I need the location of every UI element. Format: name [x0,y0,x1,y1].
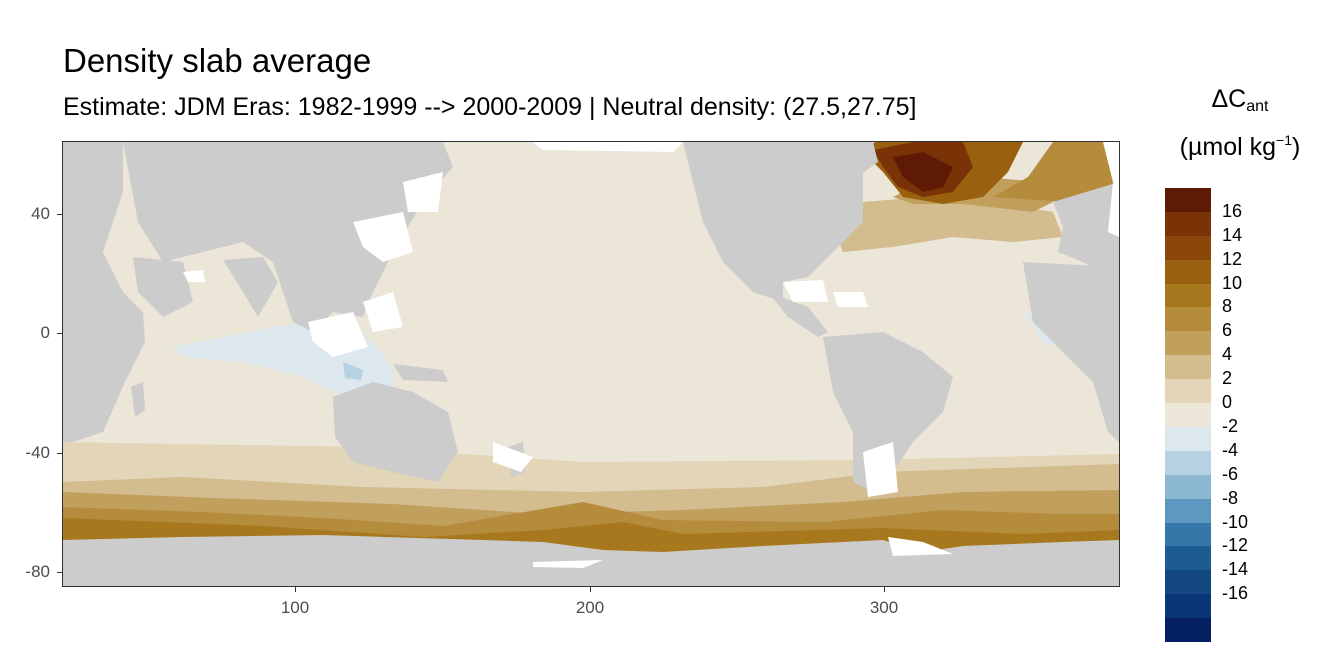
north-atlantic-white [1103,142,1119,237]
colorbar-label: -10 [1222,511,1249,532]
north-atlantic-8-10 [993,142,1119,202]
new-guinea-land [393,364,448,382]
india-land [223,257,278,317]
madagascar-land [131,382,145,417]
maritime-negative-anomaly [343,362,363,380]
australia-land [333,382,458,482]
map-svg [63,142,1119,586]
map-panel [62,141,1120,587]
colorbar-segment [1165,355,1211,380]
colorbar-label: -2 [1222,415,1239,436]
gulf-of-mexico-white [783,280,828,302]
colorbar-segment [1165,570,1211,595]
legend-unit-sup: −1 [1276,132,1292,148]
colorbar-label: 0 [1222,392,1233,413]
y-tickmark-minus-80 [57,572,62,573]
colorbar-segment [1165,259,1211,285]
y-tick-minus-80: -80 [25,562,50,581]
colorbar-label: -4 [1222,439,1239,460]
colorbar-label: -14 [1222,559,1249,580]
east-asia-white-1 [353,212,413,262]
colorbar-label: 4 [1222,344,1233,365]
arctic-white-1 [533,142,683,152]
colorbar-segment [1165,403,1211,428]
x-tick-100: 100 [280,598,310,617]
eurasia-land [123,142,453,332]
colorbar-label: 14 [1222,224,1243,245]
colorbar-segment [1165,450,1211,476]
colorbar-segment [1165,498,1211,524]
colorbar-segment [1165,618,1211,643]
antarctic-shelf-white-2 [888,537,953,556]
colorbar-segment [1165,235,1211,261]
colorbar [1165,188,1211,643]
y-tick-minus-40: -40 [25,443,50,462]
y-tick-0: 0 [40,323,50,342]
colorbar-label: 12 [1222,248,1243,269]
colorbar-segment [1165,379,1211,404]
sea-of-okhotsk-white [403,172,443,212]
south-america-land [823,332,953,492]
colorbar-segment [1165,474,1211,500]
colorbar-segment [1165,426,1211,452]
colorbar-label: 10 [1222,272,1243,293]
colorbar-label: 8 [1222,296,1233,317]
y-tickmark-40 [57,214,62,215]
caribbean-white [833,292,868,307]
colorbar-segment [1165,546,1211,571]
x-tick-200: 200 [575,598,605,617]
colorbar-label: -12 [1222,535,1249,556]
europe-land [1053,182,1119,282]
colorbar-label: 2 [1222,368,1233,389]
arabia-land [133,257,193,317]
plot-title: Density slab average [63,42,372,79]
x-tickmark-300 [884,587,885,592]
colorbar-label: -8 [1222,487,1239,508]
colorbar-segment [1165,283,1211,308]
patagonia-white [863,442,898,497]
colorbar-label: -6 [1222,463,1239,484]
antarctic-shelf-white-1 [533,560,603,568]
legend-title-sub: ant [1246,98,1269,115]
colorbar-segment [1165,307,1211,332]
central-america-land [768,292,828,337]
x-tick-300: 300 [869,598,899,617]
plot-subtitle: Estimate: JDM Eras: 1982-1999 --> 2000-2… [63,93,917,121]
y-tick-40: 40 [31,204,50,223]
colorbar-label: 6 [1222,320,1233,341]
x-tickmark-100 [295,587,296,592]
colorbar-segment [1165,331,1211,356]
legend-unit-suffix: ) [1292,133,1301,161]
x-tickmark-200 [590,587,591,592]
legend-title-main: ΔC [1211,85,1247,113]
colorbar-label: 16 [1222,200,1243,221]
y-tickmark-minus-40 [57,453,62,454]
colorbar-segment [1165,594,1211,619]
legend-title: ΔCant (µmol kg−1) [1160,85,1320,162]
legend-unit-prefix: (µmol kg [1179,133,1277,161]
colorbar-label: -16 [1222,583,1249,604]
north-atlantic-16 [893,152,953,192]
y-tickmark-0 [57,333,62,334]
colorbar-segment [1165,188,1211,213]
west-africa-land [1023,262,1119,442]
colorbar-segment [1165,522,1211,547]
tasman-white [493,442,533,472]
greenland-land [803,142,878,187]
north-atlantic-4-6 [833,197,1063,252]
east-asia-white-2 [363,292,403,332]
colorbar-segment [1165,211,1211,237]
africa-land [63,142,145,442]
persian-gulf-white [183,270,205,282]
indonesia-white [308,312,368,357]
